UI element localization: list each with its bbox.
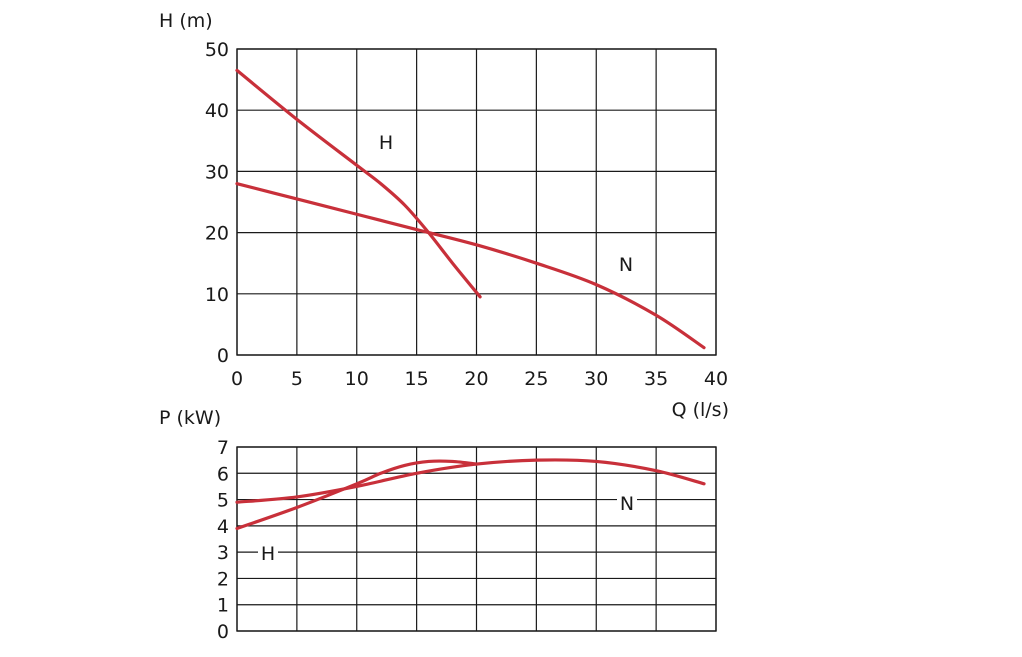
y-tick-label: 10 bbox=[205, 284, 229, 306]
series-label-backing bbox=[616, 254, 636, 276]
y-tick-label: 5 bbox=[217, 490, 229, 512]
x-tick-label: 10 bbox=[345, 368, 369, 390]
y-tick-label: 0 bbox=[217, 345, 229, 367]
series-H-label: H bbox=[261, 543, 275, 565]
x-tick-label: 35 bbox=[644, 368, 668, 390]
series-H-line bbox=[235, 459, 479, 531]
x-tick-label: 30 bbox=[584, 368, 608, 390]
series-label-backing bbox=[258, 543, 278, 565]
y-tick-label: 6 bbox=[217, 463, 229, 485]
y-tick-label: 3 bbox=[217, 542, 229, 564]
y-tick-label: 0 bbox=[217, 621, 229, 643]
series-H-label: H bbox=[379, 132, 393, 154]
series-H-line bbox=[235, 68, 482, 299]
power-chart: 0 1 2 3 4 5 6 7 P (kW) H N bbox=[159, 407, 717, 643]
y-tick-label: 30 bbox=[205, 161, 229, 183]
y-tick-label: 4 bbox=[217, 516, 229, 538]
x-tick-label: 40 bbox=[704, 368, 728, 390]
head-chart: 0 10 20 30 40 50 0 5 10 15 20 25 30 35 40 H (m) Q (l/s) H… bbox=[159, 10, 729, 421]
series-N-line bbox=[235, 458, 706, 504]
x-tick-label: 5 bbox=[291, 368, 303, 390]
plot-frame bbox=[236, 48, 717, 356]
x-tick-label: 25 bbox=[524, 368, 548, 390]
y-tick-label: 1 bbox=[217, 595, 229, 617]
y-axis-title: H (m) bbox=[159, 10, 213, 32]
y-tick-label: 50 bbox=[205, 39, 229, 61]
series-N-label: N bbox=[619, 254, 633, 276]
y-axis-title: P (kW) bbox=[159, 407, 221, 429]
x-tick-label: 0 bbox=[231, 368, 243, 390]
series-label-backing bbox=[376, 132, 396, 154]
series-label-backing bbox=[617, 493, 637, 515]
x-tick-label: 15 bbox=[405, 368, 429, 390]
y-tick-label: 20 bbox=[205, 223, 229, 245]
plot-frame bbox=[236, 446, 717, 632]
x-axis-title: Q (l/s) bbox=[672, 399, 729, 421]
series-N-label: N bbox=[620, 493, 634, 515]
series-N-line bbox=[235, 182, 706, 350]
y-tick-label: 2 bbox=[217, 568, 229, 590]
y-tick-label: 40 bbox=[205, 100, 229, 122]
y-tick-label: 7 bbox=[217, 437, 229, 459]
x-tick-label: 20 bbox=[464, 368, 488, 390]
